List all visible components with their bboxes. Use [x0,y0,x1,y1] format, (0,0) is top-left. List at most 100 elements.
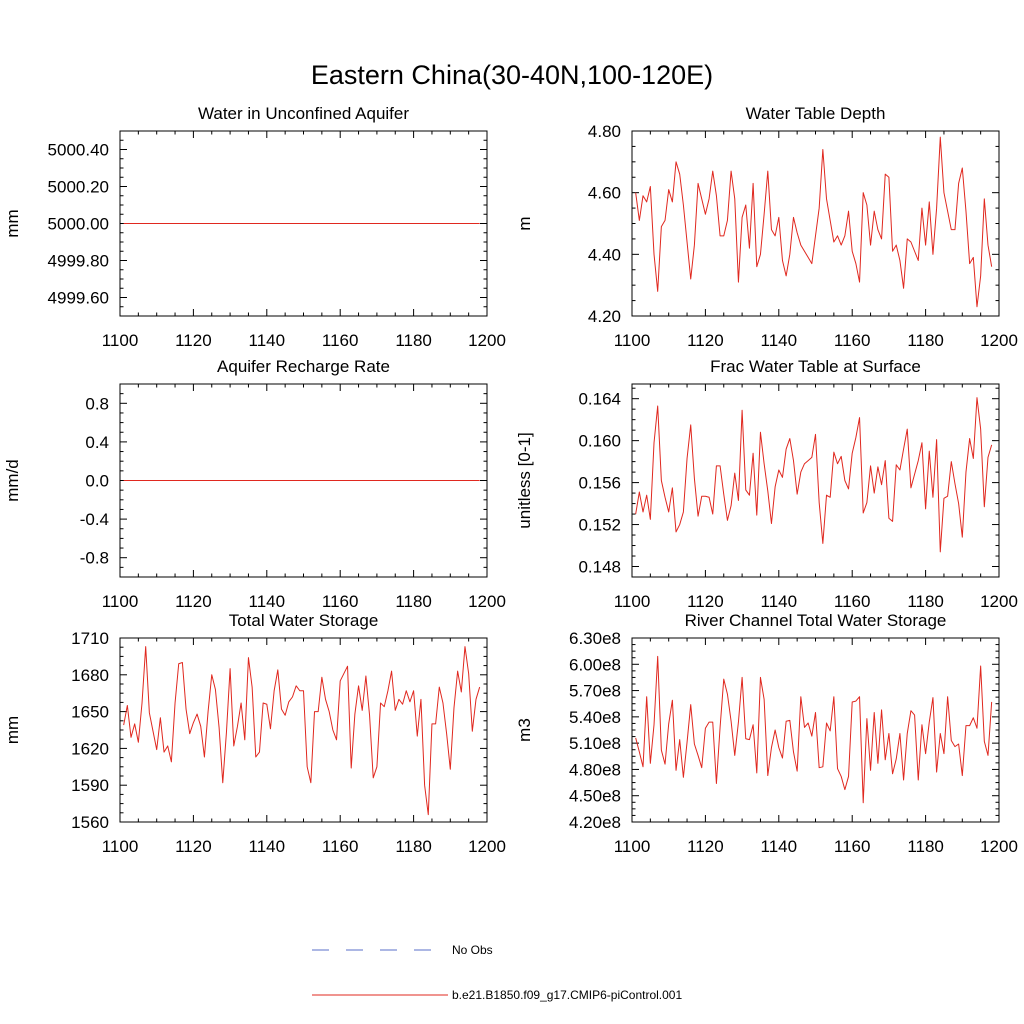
y-axis-label: m3 [515,718,534,742]
x-tick-label: 1100 [614,592,651,611]
y-tick-label: 4.80 [588,122,621,141]
x-tick-label: 1180 [907,331,944,350]
y-tick-label: -0.8 [80,549,109,568]
x-tick-label: 1180 [907,592,944,611]
panel-title: Aquifer Recharge Rate [217,357,390,376]
x-tick-label: 1140 [761,592,798,611]
y-tick-label: 0.148 [578,558,621,577]
x-tick-label: 1180 [395,592,432,611]
y-tick-label: 5000.00 [48,215,109,234]
legend: No Obs b.e21.B1850.f09_g17.CMIP6-piContr… [312,943,682,1002]
y-tick-label: 1710 [71,629,109,648]
x-tick-label: 1120 [175,837,212,856]
y-tick-label: 4.80e8 [569,760,621,779]
x-tick-label: 1140 [761,331,798,350]
y-tick-label: 1680 [71,666,109,685]
y-tick-label: 0.160 [578,432,621,451]
y-axis-label: mm/d [3,459,22,502]
y-tick-label: 0.8 [85,394,109,413]
x-tick-label: 1120 [687,592,724,611]
x-tick-label: 1180 [395,837,432,856]
y-tick-label: 4999.60 [48,289,109,308]
y-tick-label: 5.10e8 [569,734,621,753]
plot-frame [631,130,1000,317]
y-tick-label: 0.164 [578,390,621,409]
legend-entry-no-obs: No Obs [312,943,493,957]
y-tick-label: 5.70e8 [569,682,621,701]
x-tick-label: 1200 [980,837,1018,856]
x-tick-label: 1140 [761,837,798,856]
plot-frame [631,637,1000,823]
y-tick-label: 4.40 [588,245,621,264]
y-tick-label: -0.4 [80,510,109,529]
legend-label-no-obs: No Obs [452,943,493,957]
x-tick-label: 1160 [834,592,871,611]
x-tick-label: 1200 [468,331,506,350]
panel-title: Total Water Storage [229,611,379,630]
y-tick-label: 6.00e8 [569,655,621,674]
x-tick-label: 1100 [614,837,651,856]
x-tick-label: 1100 [102,837,139,856]
y-tick-label: 4999.80 [48,252,109,271]
x-tick-label: 1160 [322,331,359,350]
x-tick-label: 1120 [175,592,212,611]
x-tick-label: 1160 [834,331,871,350]
panels: Water in Unconfined Aquifer mm 1100 1120 114… [3,104,1018,856]
y-tick-label: 6.30e8 [569,629,621,648]
y-tick-label: 0.4 [85,433,109,452]
figure-title: Eastern China(30-40N,100-120E) [311,60,713,90]
y-tick-label: 4.20e8 [569,813,621,832]
panel-water-table-depth: Water Table Depth m 1100 1120 1140 1160 1180 12… [515,104,1018,350]
x-tick-label: 1160 [322,837,359,856]
panel-title: Water Table Depth [746,104,886,123]
y-tick-label: 1560 [71,813,109,832]
x-tick-label: 1140 [249,331,286,350]
y-tick-label: 4.20 [588,307,621,326]
x-tick-label: 1180 [907,837,944,856]
y-axis-label: m [515,216,534,230]
series-line [123,646,481,816]
x-tick-label: 1100 [614,331,651,350]
series-line [635,397,993,553]
panel-title: Water in Unconfined Aquifer [198,104,409,123]
x-tick-label: 1140 [249,592,286,611]
x-tick-label: 1120 [687,837,724,856]
legend-entry-model-run: b.e21.B1850.f09_g17.CMIP6-piControl.001 [312,988,682,1002]
y-tick-label: 1590 [71,776,109,795]
x-tick-label: 1200 [980,592,1018,611]
y-tick-label: 0.0 [85,472,109,491]
panel-title: Frac Water Table at Surface [710,357,921,376]
y-tick-label: 1620 [71,739,109,758]
x-tick-label: 1100 [102,592,139,611]
y-tick-label: 0.152 [578,516,621,535]
x-tick-label: 1100 [102,331,139,350]
x-tick-label: 1180 [395,331,432,350]
y-axis-label: mm [3,209,22,237]
plot-frame [631,383,1000,578]
y-tick-label: 0.156 [578,474,621,493]
panel-unconfined-aquifer: Water in Unconfined Aquifer mm 1100 1120 114… [3,104,506,350]
y-tick-label: 5.40e8 [569,708,621,727]
x-tick-label: 1140 [249,837,286,856]
series-line [635,136,993,308]
y-tick-label: 5000.40 [48,141,109,160]
panel-total-water-storage: Total Water Storage mm 1100 1120 1140 1160 118… [3,611,506,856]
y-tick-label: 4.60 [588,184,621,203]
panel-frac-water-table: Frac Water Table at Surface unitless [0-1… [515,357,1018,611]
legend-label-model-run: b.e21.B1850.f09_g17.CMIP6-piControl.001 [452,988,682,1002]
x-tick-label: 1200 [468,837,506,856]
panel-river-channel-storage: River Channel Total Water Storage m3 1100 1… [515,611,1018,856]
x-tick-label: 1160 [834,837,871,856]
x-tick-label: 1160 [322,592,359,611]
y-axis-label: mm [3,716,22,744]
y-tick-label: 4.50e8 [569,787,621,806]
series-line [635,655,993,804]
x-tick-label: 1120 [175,331,212,350]
panel-recharge-rate: Aquifer Recharge Rate mm/d 1100 1120 1140 116… [3,357,506,611]
x-tick-label: 1120 [687,331,724,350]
y-tick-label: 1650 [71,703,109,722]
x-tick-label: 1200 [980,331,1018,350]
x-tick-label: 1200 [468,592,506,611]
y-tick-label: 5000.20 [48,178,109,197]
